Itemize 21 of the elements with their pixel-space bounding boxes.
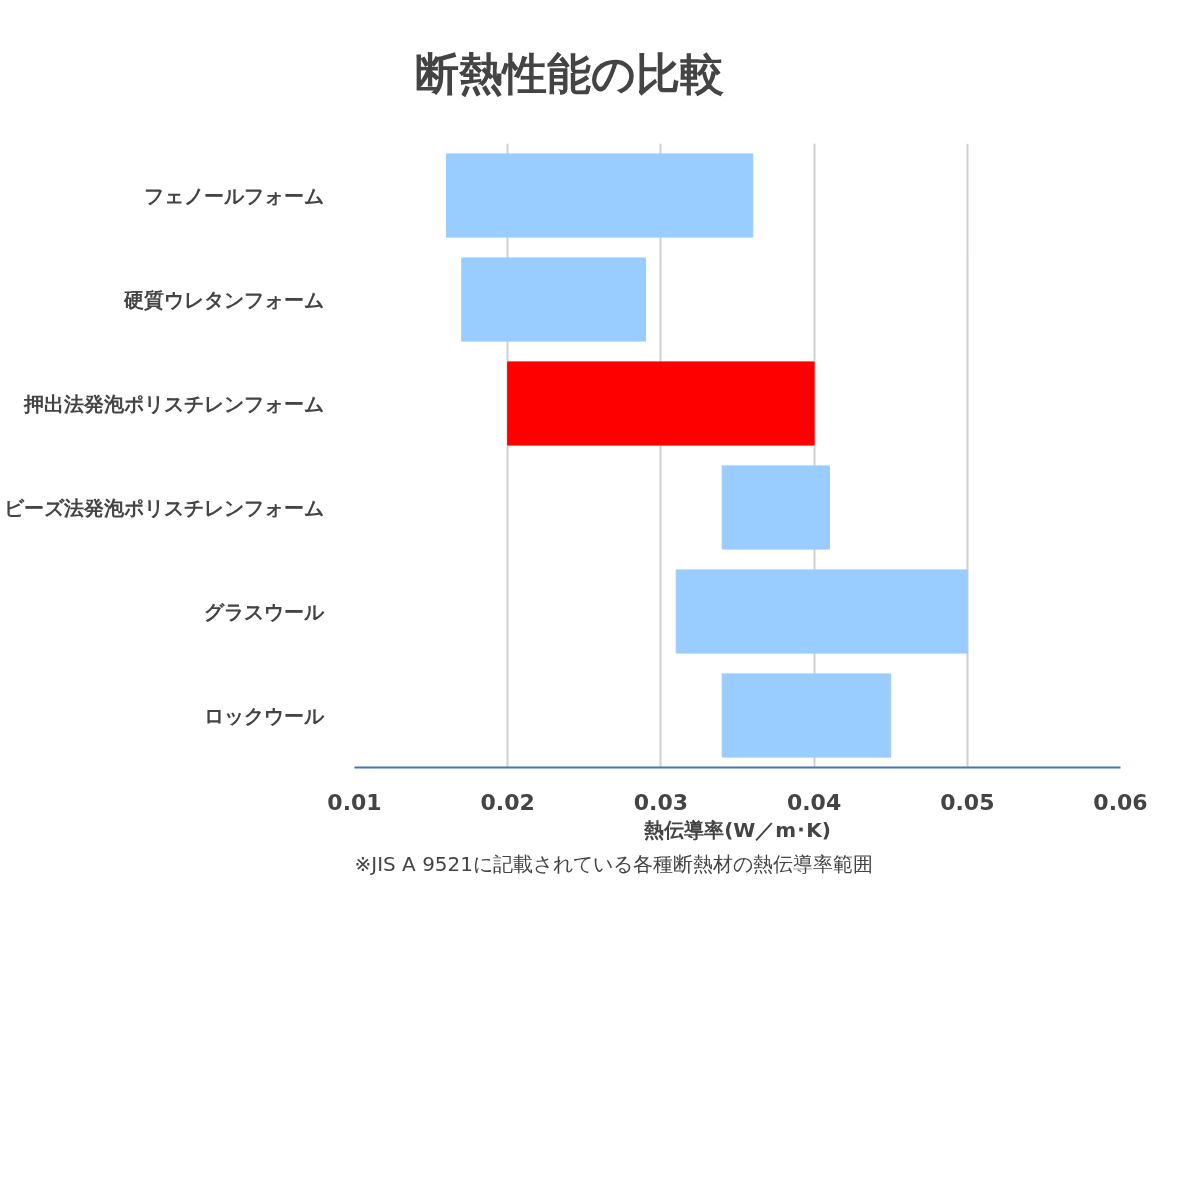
x-tick-label: 0.04 bbox=[786, 789, 842, 815]
x-tick-label: 0.01 bbox=[327, 789, 382, 815]
text: ※JIS A 9521に記載されている各種断熱材の熱伝導率範囲 bbox=[354, 851, 874, 876]
x-tick-label: 0.06 bbox=[1093, 789, 1148, 815]
x-tick-label: 0.02 bbox=[480, 789, 535, 815]
x-axis-title: 熱伝導率(W／m･K) bbox=[643, 817, 831, 842]
chart-title: 断熱性能の比較 bbox=[414, 47, 724, 99]
bar bbox=[445, 153, 754, 238]
y-tick-label: 硬質ウレタンフォーム bbox=[122, 287, 324, 312]
bar bbox=[721, 465, 830, 550]
y-tick-label: フェノールフォーム bbox=[143, 183, 324, 208]
x-tick-label: 0.03 bbox=[633, 789, 689, 815]
y-tick-label: ビーズ法発泡ポリスチレンフォーム bbox=[3, 495, 324, 520]
x-tick-label: 0.05 bbox=[940, 789, 995, 815]
bar bbox=[675, 569, 968, 654]
y-tick-label: グラスウール bbox=[203, 599, 325, 624]
bar bbox=[461, 257, 647, 342]
bar bbox=[507, 361, 815, 446]
bar bbox=[721, 673, 892, 758]
y-tick-label: 押出法発泡ポリスチレンフォーム bbox=[22, 391, 324, 416]
y-tick-label: ロックウール bbox=[203, 703, 325, 728]
